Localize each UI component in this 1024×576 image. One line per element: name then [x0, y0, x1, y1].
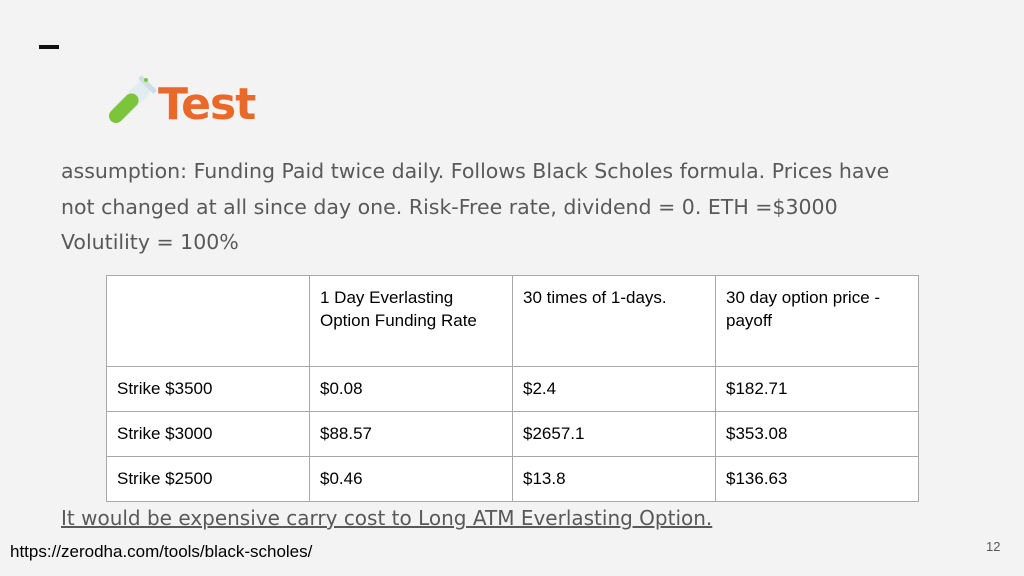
title-text: Test: [158, 78, 256, 130]
slide-title: Test: [98, 74, 256, 134]
table-cell: Strike $2500: [106, 456, 310, 502]
table-cell: Strike $3000: [106, 411, 310, 457]
header-cell: 1 Day Everlasting Option Funding Rate: [309, 275, 513, 367]
table-row: Strike $2500 $0.46 $13.8 $136.63: [106, 456, 919, 502]
conclusion-text: It would be expensive carry cost to Long…: [61, 506, 713, 530]
table-cell: $0.46: [309, 456, 513, 502]
pricing-table: 1 Day Everlasting Option Funding Rate 30…: [106, 275, 919, 502]
table-cell: $0.08: [309, 366, 513, 412]
table-row: Strike $3500 $0.08 $2.4 $182.71: [106, 366, 919, 412]
table-cell: $2.4: [512, 366, 716, 412]
table-cell: Strike $3500: [106, 366, 310, 412]
source-link[interactable]: https://zerodha.com/tools/black-scholes/: [10, 542, 313, 561]
header-cell: [106, 275, 310, 367]
table-cell: $182.71: [715, 366, 919, 412]
table-cell: $136.63: [715, 456, 919, 502]
table-cell: $2657.1: [512, 411, 716, 457]
test-tube-icon: [108, 75, 157, 124]
table-cell: $88.57: [309, 411, 513, 457]
table-row: Strike $3000 $88.57 $2657.1 $353.08: [106, 411, 919, 457]
body-line: assumption: Funding Paid twice daily. Fo…: [61, 159, 890, 183]
table-header-row: 1 Day Everlasting Option Funding Rate 30…: [106, 275, 919, 367]
table-cell: $13.8: [512, 456, 716, 502]
decorative-dash: [39, 45, 59, 49]
body-line: not changed at all since day one. Risk-F…: [61, 194, 838, 219]
header-cell: 30 day option price - payoff: [715, 275, 919, 367]
table-cell: $353.08: [715, 411, 919, 457]
body-line: Volutility = 100%: [61, 230, 239, 254]
page-number: 12: [986, 539, 1001, 554]
header-cell: 30 times of 1-days.: [512, 275, 716, 367]
assumption-text: assumption: Funding Paid twice daily. Fo…: [61, 154, 1001, 261]
